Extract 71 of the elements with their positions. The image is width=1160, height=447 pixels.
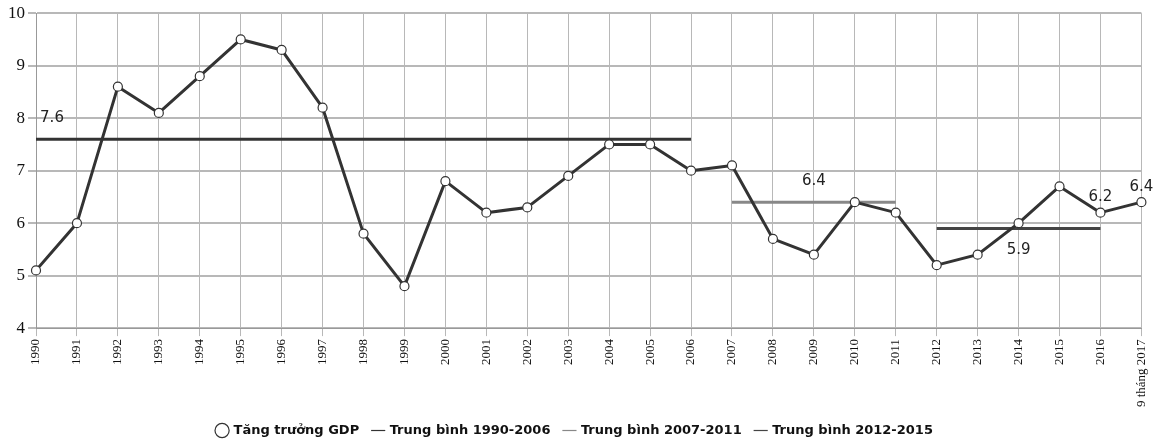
point <box>604 139 615 150</box>
legend-label: Trung bình 2012-2015 <box>772 421 933 437</box>
x-tick-label: 1990 <box>27 339 43 366</box>
x-tick-label: 2011 <box>887 339 903 365</box>
data-label: 6.2 <box>1088 187 1113 206</box>
data-label: 6.4 <box>1129 176 1154 195</box>
point <box>71 218 83 229</box>
x-tick-label: 1999 <box>395 339 411 366</box>
y-tick-label: 9 <box>16 55 25 75</box>
point <box>726 160 738 171</box>
point <box>931 260 942 271</box>
x-tick-label: 2007 <box>723 338 739 366</box>
point <box>972 249 983 260</box>
point <box>522 202 533 213</box>
point <box>808 249 819 260</box>
x-tick-label: 1998 <box>354 339 370 366</box>
x-tick-label: 1996 <box>273 338 289 366</box>
point <box>399 281 410 292</box>
point <box>112 81 123 92</box>
point <box>685 165 697 176</box>
x-tick-label: 1995 <box>232 339 248 366</box>
y-tick-label: 6 <box>16 212 25 232</box>
x-tick-label: 1993 <box>150 339 166 366</box>
x-tick-label: 2008 <box>764 339 780 366</box>
x-tick-label: 2006 <box>682 338 698 366</box>
legend-label: Tăng trưởng GDP <box>233 421 360 437</box>
x-tick-label: 2000 <box>436 339 452 366</box>
point <box>1013 218 1024 229</box>
point <box>235 34 246 45</box>
x-tick-label: 1992 <box>109 339 125 366</box>
annotation: 7.6 <box>40 107 64 126</box>
x-tick-label: 2013 <box>969 339 985 366</box>
x-tick-label: 2003 <box>559 339 575 366</box>
point <box>1136 197 1147 208</box>
x-tick-label: 9 tháng 2017 <box>1132 338 1148 408</box>
y-tick-label: 5 <box>16 265 25 285</box>
x-tick-label: 2016 <box>1091 338 1107 366</box>
point <box>563 170 574 182</box>
x-tick-label: 2014 <box>1010 338 1025 366</box>
y-tick-label: 4 <box>16 317 26 337</box>
point <box>276 44 287 56</box>
point <box>194 71 205 82</box>
legend-label: Trung bình 1990-2006 <box>389 421 551 437</box>
annotation: 5.9 <box>1006 239 1031 258</box>
x-tick-label: 2012 <box>928 339 944 366</box>
x-tick-label: 2001 <box>477 339 493 366</box>
legend-label: Trung bình 2007-2011 <box>580 421 742 437</box>
point <box>1054 181 1065 192</box>
annotation: 6.4 <box>801 170 826 189</box>
point <box>890 207 901 218</box>
point <box>358 228 369 239</box>
x-tick-label: 2004 <box>600 338 616 366</box>
y-tick-label: 8 <box>16 107 25 127</box>
point <box>1095 207 1106 218</box>
y-tick-label: 10 <box>8 2 25 22</box>
point <box>153 107 164 119</box>
point <box>767 233 779 244</box>
x-tick-label: 2005 <box>641 339 657 366</box>
point <box>317 102 328 113</box>
x-tick-label: 2015 <box>1050 339 1066 366</box>
x-tick-label: 2002 <box>518 339 534 366</box>
x-tick-label: 1994 <box>191 338 207 366</box>
x-tick-label: 2010 <box>846 339 862 366</box>
y-tick-label: 7 <box>16 160 26 180</box>
x-tick-label: 2009 <box>805 339 821 366</box>
x-tick-label: 1991 <box>68 339 84 366</box>
point <box>481 207 492 218</box>
x-tick-label: 1997 <box>314 338 330 366</box>
point <box>440 176 451 187</box>
point <box>849 197 860 208</box>
point <box>645 139 656 150</box>
